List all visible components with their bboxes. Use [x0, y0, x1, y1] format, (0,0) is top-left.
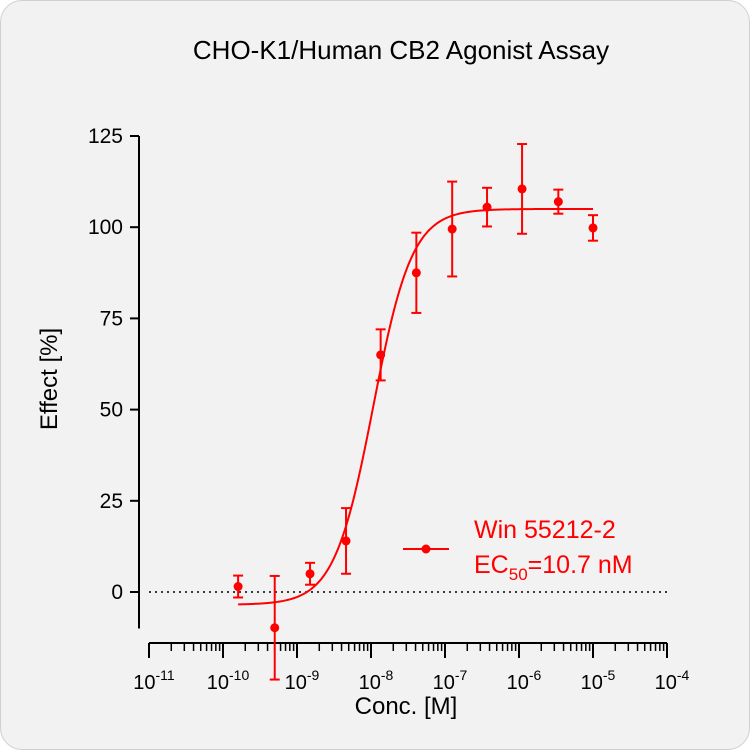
x-tick-label: 10-8: [359, 667, 394, 694]
x-tick-label: 10-7: [433, 667, 468, 694]
x-tick-exponent: -8: [381, 667, 394, 683]
x-tick-exponent: -11: [156, 667, 175, 683]
point-marker: [517, 184, 527, 194]
ec50-prefix: EC: [474, 551, 509, 579]
point-marker: [553, 197, 563, 207]
legend-marker: [421, 544, 431, 554]
x-tick-label: 10-11: [133, 667, 175, 694]
point-marker: [270, 623, 280, 633]
x-tick-base: 10: [207, 672, 229, 694]
x-tick-label: 10-9: [285, 667, 320, 694]
data-point: [411, 231, 422, 314]
y-tick-label: 25: [100, 490, 123, 513]
y-tick-label: 0: [111, 581, 123, 604]
x-tick-label: 10-10: [207, 667, 250, 694]
data-point: [305, 561, 316, 586]
x-tick-base: 10: [359, 672, 381, 694]
data-point: [588, 214, 598, 242]
y-tick-label: 100: [88, 216, 123, 239]
ec50-value: =10.7 nM: [528, 551, 633, 579]
y-axis: 0 25 50 75 100 125: [88, 125, 140, 629]
ec50-subscript: 50: [509, 565, 528, 584]
point-marker: [482, 202, 492, 212]
x-tick-base: 10: [433, 672, 455, 694]
x-tick-base: 10: [581, 672, 603, 694]
x-tick-exponent: -4: [677, 667, 690, 683]
point-marker: [376, 350, 386, 360]
point-marker: [305, 569, 315, 579]
x-tick-base: 10: [133, 672, 155, 694]
data-point: [517, 143, 528, 235]
legend: Win 55212-2 EC50=10.7 nM: [403, 516, 633, 584]
x-axis-label: Conc. [M]: [355, 693, 458, 720]
x-tick-base: 10: [285, 672, 307, 694]
point-marker: [588, 223, 598, 233]
data-point: [269, 574, 280, 681]
point-marker: [233, 582, 243, 592]
x-tick-exponent: -6: [529, 667, 542, 683]
point-marker: [341, 536, 351, 546]
data-point: [375, 328, 386, 382]
x-tick-label: 10-5: [581, 667, 616, 694]
x-tick-base: 10: [655, 672, 677, 694]
x-tick-exponent: -10: [229, 667, 249, 683]
data-point: [233, 574, 244, 599]
legend-series-name: Win 55212-2: [474, 516, 616, 544]
data-points: [233, 143, 598, 681]
y-tick-label: 75: [100, 307, 123, 330]
point-marker: [447, 224, 457, 234]
data-point: [341, 507, 352, 575]
y-tick-label: 125: [88, 125, 123, 148]
x-tick-label: 10-6: [507, 667, 542, 694]
data-point: [447, 180, 458, 278]
x-tick-base: 10: [507, 672, 529, 694]
y-tick-label: 50: [100, 399, 123, 422]
y-axis-label: Effect [%]: [36, 328, 63, 430]
x-tick-label: 10-4: [655, 667, 690, 694]
point-marker: [411, 268, 421, 278]
data-point: [553, 188, 564, 215]
legend-ec50-label: EC50=10.7 nM: [474, 551, 633, 584]
x-tick-exponent: -7: [455, 667, 468, 683]
x-tick-exponent: -9: [307, 667, 320, 683]
x-tick-exponent: -5: [603, 667, 616, 683]
data-point: [482, 186, 493, 228]
chart-title: CHO-K1/Human CB2 Agonist Assay: [193, 35, 609, 65]
x-axis: 10-11 10-10 10-9 10-8 10-7 10-6 10-5 10-4: [133, 642, 690, 694]
